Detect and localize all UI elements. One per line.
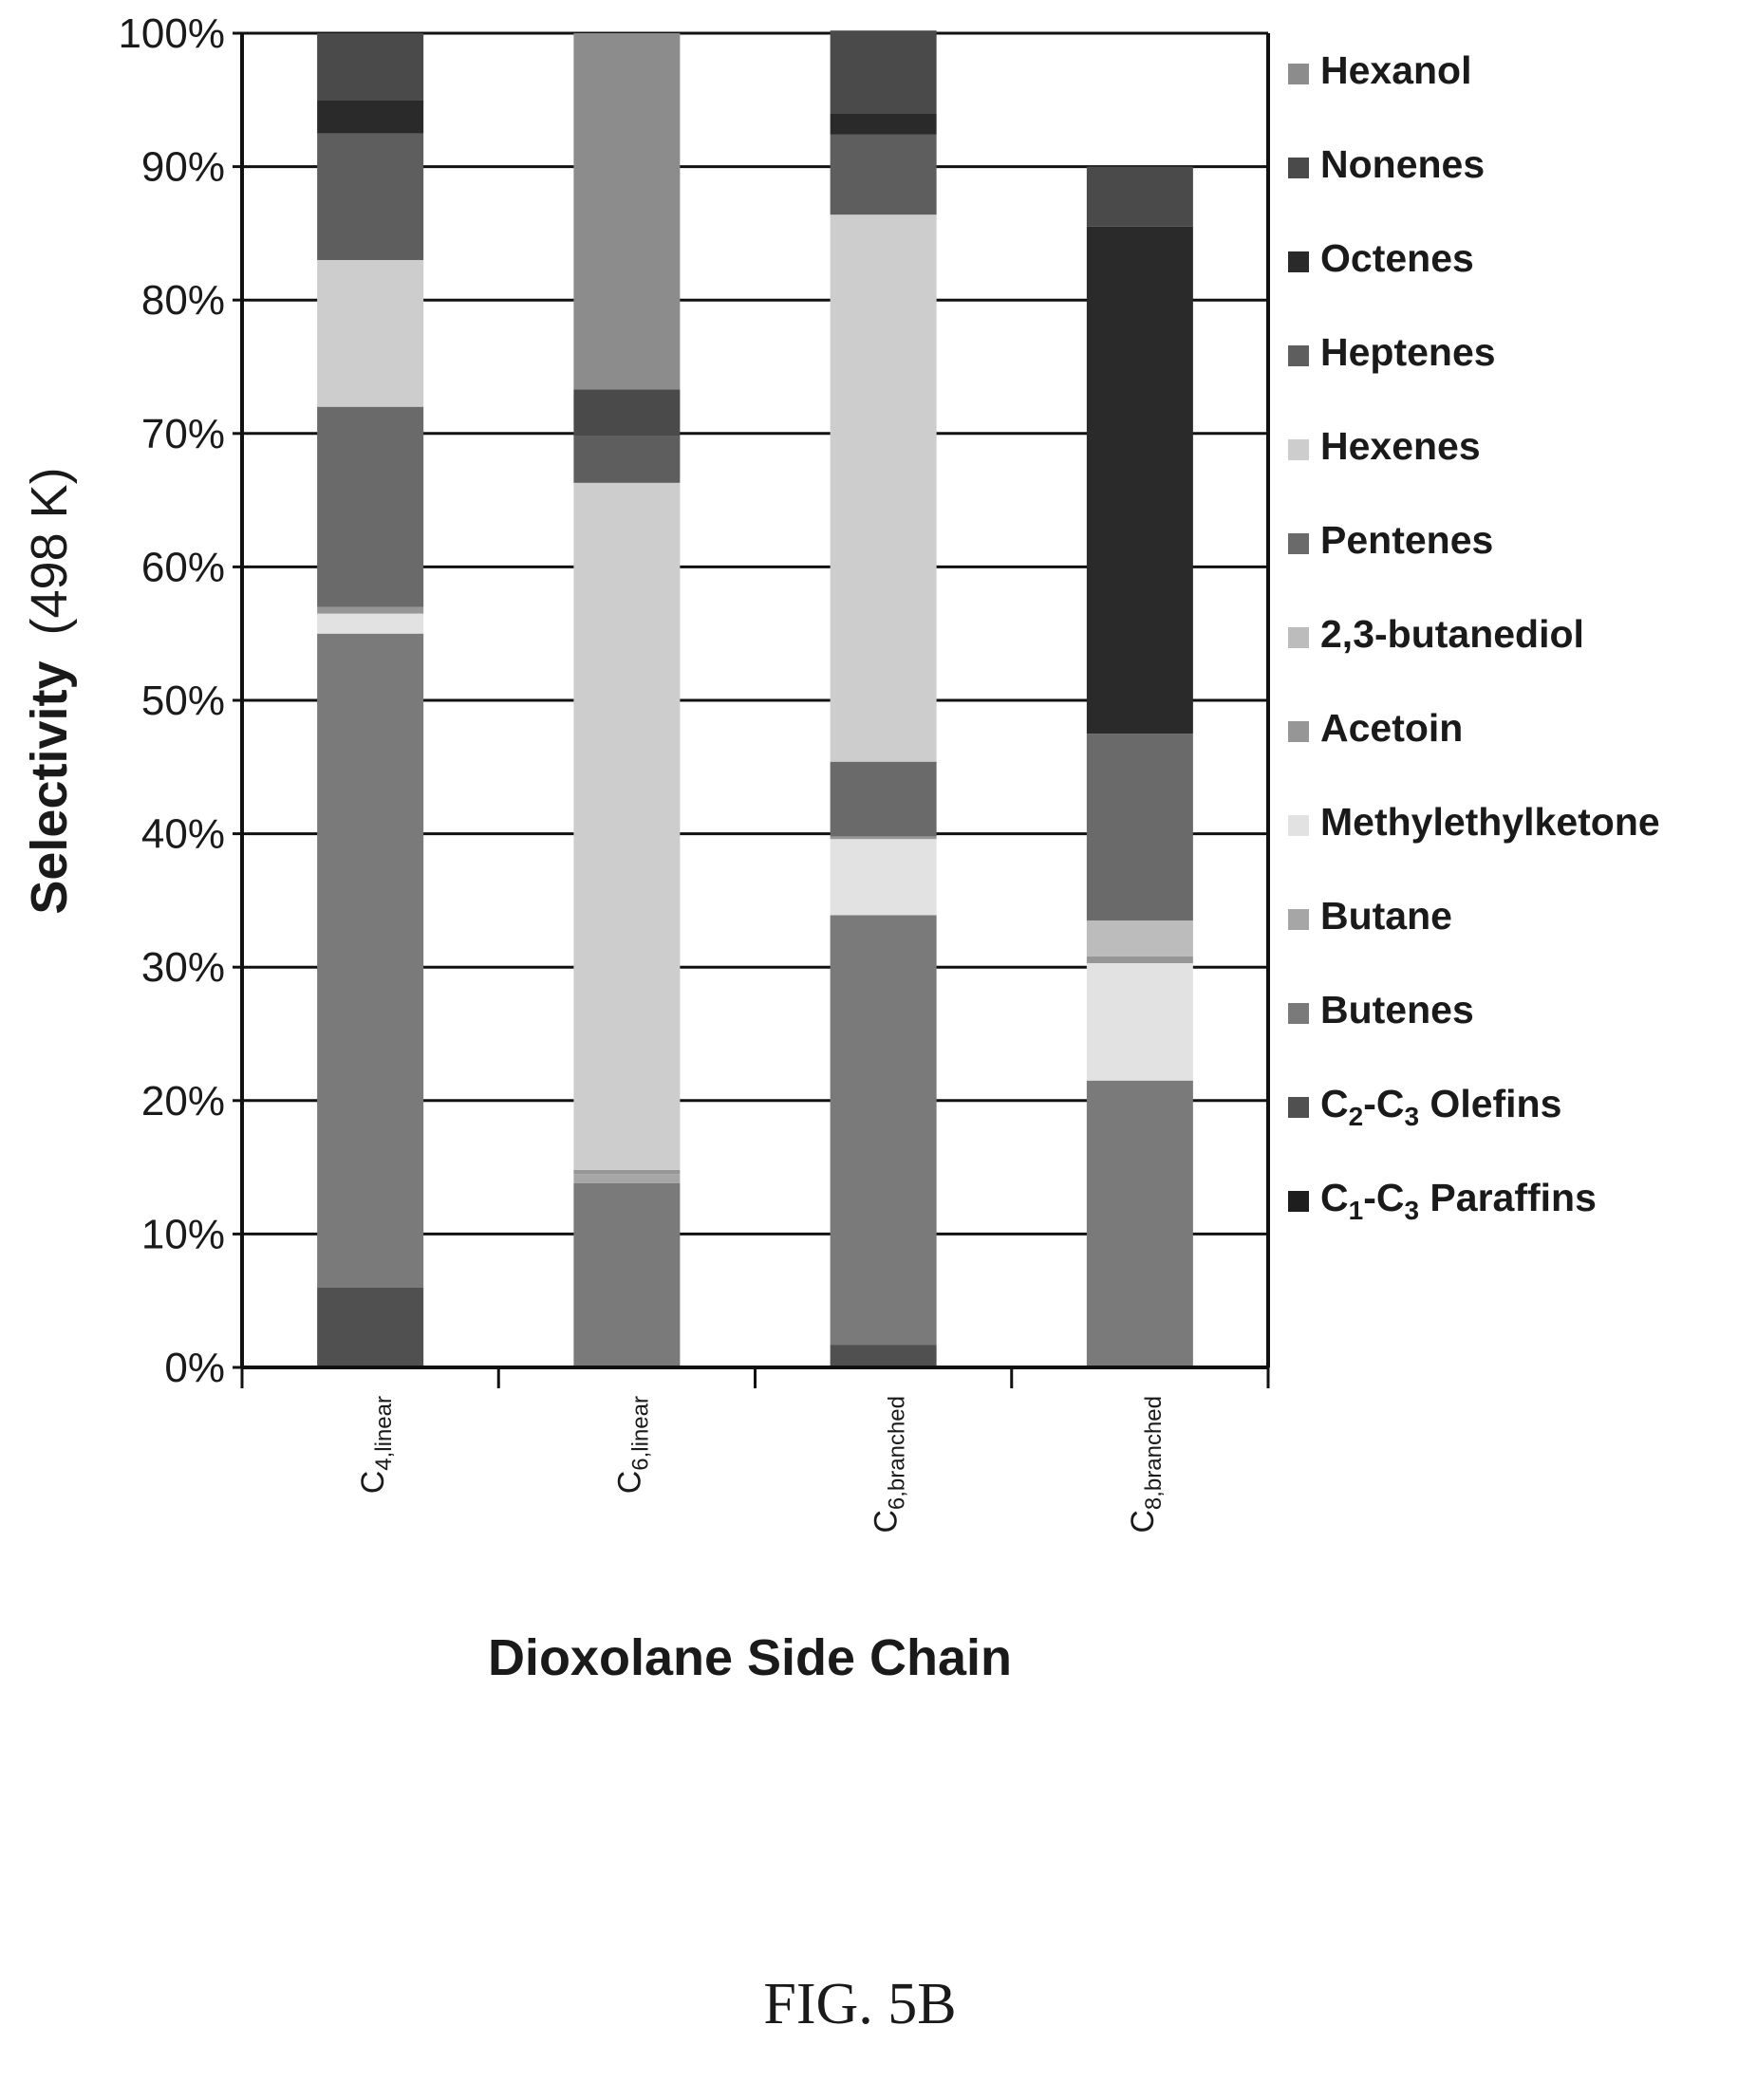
bar-segment-pentenes: [830, 761, 937, 837]
legend-swatch: [1288, 158, 1309, 178]
bar-segment-hexanol: [573, 33, 681, 390]
legend-swatch: [1288, 815, 1309, 836]
y-tick-label: 100%: [118, 10, 225, 57]
x-category-label: C6,linear: [611, 1396, 653, 1494]
figure-label: FIG. 5B: [763, 1972, 956, 2036]
legend-swatch: [1288, 533, 1309, 554]
bar-segment-hexenes: [573, 482, 681, 1170]
legend-swatch: [1288, 251, 1309, 272]
y-tick-label: 10%: [141, 1211, 225, 1257]
legend-label: Pentenes: [1320, 518, 1493, 562]
bar-segment-2-3-butanediol: [1086, 920, 1193, 957]
bar-segment-nonenes: [317, 33, 424, 101]
bar-segment-octenes: [1086, 226, 1193, 734]
bar-segment-butenes: [317, 633, 424, 1288]
legend-swatch: [1288, 345, 1309, 366]
x-category-label: C8,branched: [1125, 1396, 1167, 1533]
y-tick-label: 50%: [141, 678, 225, 724]
y-tick-label: 40%: [141, 811, 225, 858]
legend-label: 2,3-butanediol: [1320, 612, 1584, 656]
axes: [233, 31, 1270, 1388]
legend: Hexanol Nonenes Octenes Heptenes Hexenes Pent…: [1288, 48, 1660, 1225]
legend-swatch: [1288, 1191, 1309, 1212]
legend-swatch: [1288, 1097, 1309, 1118]
bar-segment-acetoin: [830, 836, 937, 840]
x-category-label: C6,branched: [869, 1396, 910, 1533]
bar-segment-butenes: [830, 915, 937, 1346]
legend-label: C2-C3 Olefins: [1320, 1082, 1561, 1131]
legend-label: Heptenes: [1320, 330, 1496, 374]
legend-swatch: [1288, 1003, 1309, 1024]
legend-label: Methylethylketone: [1320, 800, 1660, 844]
y-axis-title: Selectivity (498 K): [21, 467, 78, 914]
legend-label: Nonenes: [1320, 142, 1485, 186]
x-axis-title: Dioxolane Side Chain: [488, 1629, 1012, 1686]
bar-segment-acetoin: [573, 1169, 681, 1175]
legend-label: Acetoin: [1320, 706, 1463, 750]
legend-label: Octenes: [1320, 236, 1474, 280]
bar-segment-c2-c3-olefins: [830, 1345, 937, 1367]
y-tick-label: 30%: [141, 944, 225, 991]
legend-swatch: [1288, 64, 1309, 84]
bar-segment-butane: [573, 1174, 681, 1183]
legend-label: Hexenes: [1320, 424, 1481, 468]
bar-segment-methylethylketone: [830, 839, 937, 916]
bar-segment-heptenes: [317, 133, 424, 261]
bar-segment-acetoin: [1086, 956, 1193, 963]
bar-segment-hexenes: [317, 260, 424, 407]
bar-segment-nonenes: [1086, 166, 1193, 227]
y-tick-labels: 0% 10% 20% 30% 40% 50% 60% 70% 80% 90% 100%: [118, 10, 225, 1391]
bar-segment-octenes: [317, 100, 424, 134]
bar-segment-pentenes: [1086, 734, 1193, 920]
bar-segment-heptenes: [573, 436, 681, 483]
bar-segment-octenes: [830, 113, 937, 135]
legend-swatch: [1288, 721, 1309, 742]
bar-segment-acetoin: [317, 606, 424, 614]
legend-label: C1-C3 Paraffins: [1320, 1176, 1597, 1225]
y-axis-title-main: Selectivity: [21, 660, 78, 914]
bar-segment-pentenes: [317, 406, 424, 607]
bar-segment-nonenes: [830, 30, 937, 114]
y-tick-label: 70%: [141, 411, 225, 457]
x-category-label: C4,linear: [355, 1396, 397, 1494]
y-tick-label: 80%: [141, 277, 225, 324]
y-tick-label: 20%: [141, 1078, 225, 1124]
legend-swatch: [1288, 439, 1309, 460]
bar-segment-methylethylketone: [1086, 962, 1193, 1081]
y-tick-label: 60%: [141, 544, 225, 590]
legend-swatch: [1288, 627, 1309, 648]
y-axis-title-unit: (498 K): [21, 467, 78, 635]
bar-segment-hexenes: [830, 214, 937, 762]
legend-swatch: [1288, 909, 1309, 930]
bar-segment-methylethylketone: [317, 613, 424, 634]
bar-segment-nonenes: [573, 389, 681, 437]
legend-label: Hexanol: [1320, 48, 1472, 92]
bar-segment-c2-c3-olefins: [317, 1287, 424, 1367]
legend-label: Butenes: [1320, 988, 1474, 1031]
legend-label: Butane: [1320, 894, 1452, 938]
y-tick-label: 90%: [141, 144, 225, 191]
bars: [317, 30, 1193, 1367]
x-category-labels: C4,linear C6,linear C6,branched C8,branched: [355, 1396, 1167, 1533]
bar-segment-butenes: [573, 1182, 681, 1367]
y-tick-label: 0%: [164, 1345, 225, 1391]
bar-segment-heptenes: [830, 134, 937, 215]
bar-segment-butenes: [1086, 1080, 1193, 1367]
